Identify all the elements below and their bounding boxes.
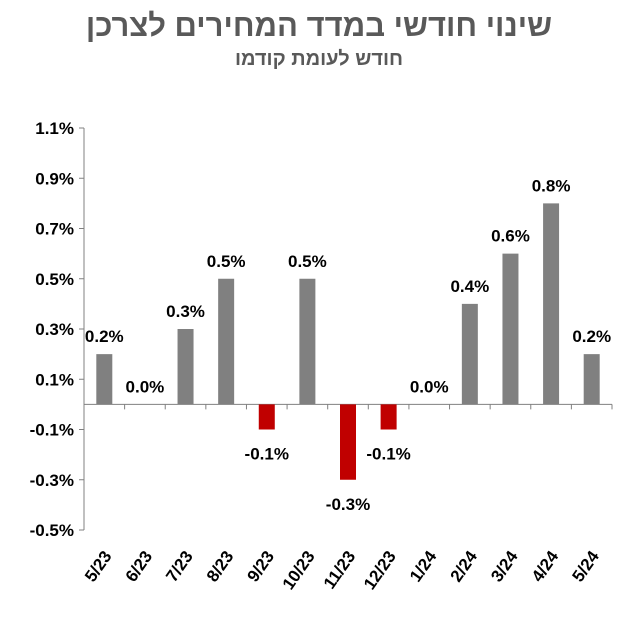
- y-tick-label: 0.5%: [35, 270, 74, 289]
- y-tick-label: 0.9%: [35, 169, 74, 188]
- data-labels: 0.2% 0.0% 0.3% 0.5% -0.1% 0.5% -0.3% -0.1% 0.0% 0…: [85, 176, 611, 513]
- x-tick-label: 3/24: [487, 547, 522, 585]
- y-tick-label: 0.1%: [35, 370, 74, 389]
- x-tick-label: 5/23: [81, 547, 116, 585]
- x-tick-label: 1/24: [406, 547, 441, 585]
- y-tick-label: 1.1%: [35, 119, 74, 138]
- y-tick-labels: 1.1% 0.9% 0.7% 0.5% 0.3% 0.1% -0.1% -0.3% -0.5%: [30, 119, 74, 540]
- bar-2-24: [461, 303, 478, 405]
- x-tick-label: 10/23: [279, 547, 319, 593]
- data-label: -0.3%: [326, 495, 370, 514]
- data-label: 0.2%: [572, 327, 611, 346]
- bar-11-23: [340, 404, 356, 480]
- bar-5-23: [96, 354, 113, 405]
- x-tick-label: 2/24: [447, 547, 482, 585]
- chart-title: שינוי חודשי במדד המחירים לצרכן: [85, 8, 553, 43]
- y-tick-label: -0.1%: [30, 421, 74, 440]
- data-label: 0.4%: [450, 277, 489, 296]
- bar-8-23: [218, 278, 235, 405]
- bar-5-24: [583, 354, 600, 405]
- bar-7-23: [177, 329, 194, 405]
- data-label: 0.2%: [85, 327, 124, 346]
- x-tick-label: 8/23: [203, 547, 238, 585]
- data-label: 0.5%: [288, 252, 327, 271]
- data-label: 0.5%: [207, 252, 246, 271]
- data-label: -0.1%: [245, 445, 289, 464]
- x-tick-label: 11/23: [320, 547, 359, 592]
- data-label: 0.0%: [410, 377, 449, 396]
- x-tick-label: 9/23: [244, 547, 279, 585]
- data-label: 0.0%: [126, 377, 165, 396]
- x-tick-label: 7/23: [162, 547, 197, 585]
- bar-10-23: [299, 278, 316, 405]
- data-label: 0.8%: [532, 176, 571, 195]
- bar-4-24: [543, 203, 560, 405]
- x-tick-label: 6/23: [122, 547, 157, 585]
- bars: [96, 203, 600, 480]
- y-tick-label: -0.3%: [30, 471, 74, 490]
- bar-12-23: [380, 404, 397, 430]
- data-label: -0.1%: [366, 445, 410, 464]
- chart-subtitle: חודש לעומת קודמו: [234, 48, 404, 70]
- x-tick-labels: 5/23 6/23 7/23 8/23 9/23 10/23 11/23 12/23 1/24 2…: [81, 547, 603, 593]
- data-label: 0.6%: [491, 227, 530, 246]
- y-tick-label: -0.5%: [30, 521, 74, 540]
- x-tick-label: 5/24: [568, 547, 603, 585]
- y-tick-label: 0.3%: [35, 320, 74, 339]
- x-tick-label: 12/23: [360, 547, 400, 593]
- bar-9-23: [258, 404, 275, 430]
- x-tick-label: 4/24: [528, 547, 563, 585]
- bar-3-24: [502, 253, 519, 405]
- data-label: 0.3%: [166, 302, 205, 321]
- y-tick-label: 0.7%: [35, 220, 74, 239]
